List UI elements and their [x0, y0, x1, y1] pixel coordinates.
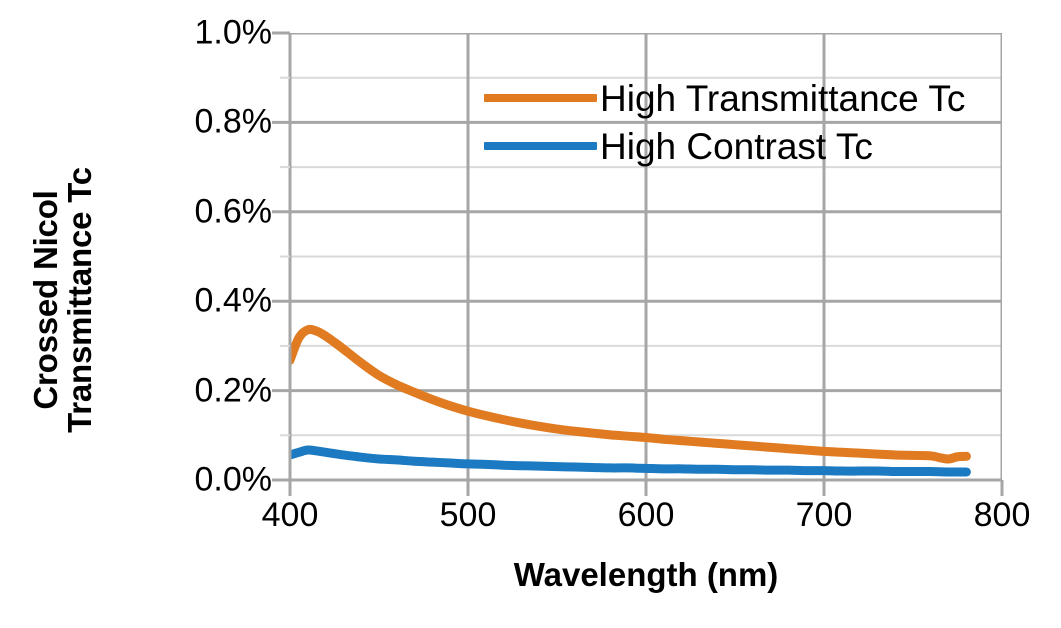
x-axis-tick-label: 400 — [261, 496, 319, 534]
y-axis-tick-label: 0.8% — [194, 102, 273, 141]
plot-area — [290, 33, 1002, 480]
x-axis-tick-label: 700 — [795, 496, 853, 534]
legend-item-high-contrast[interactable]: High Contrast Tc — [484, 122, 964, 170]
y-axis-tick-label: 0.2% — [194, 371, 273, 410]
y-axis-title-line-2: Transmittance Tc — [61, 167, 98, 433]
x-axis-tick-label: 800 — [973, 496, 1031, 534]
y-axis-title: Crossed Nicol Transmittance Tc — [15, 85, 111, 515]
y-axis-tick-label: 0.6% — [194, 192, 273, 231]
chart-legend: High Transmittance Tc High Contrast Tc — [484, 74, 966, 170]
legend-swatch-orange-line-icon — [484, 94, 597, 102]
y-axis-title-line-1: Crossed Nicol — [27, 190, 65, 410]
x-axis-tick-label: 500 — [439, 496, 497, 534]
series-lines — [290, 324, 971, 477]
y-axis-tick-label: 0.4% — [194, 281, 273, 320]
legend-label: High Transmittance Tc — [600, 77, 966, 119]
legend-item-high-transmittance[interactable]: High Transmittance Tc — [484, 74, 966, 122]
y-axis-tick-label: 1.0% — [194, 13, 273, 52]
y-axis-tick-label: 0.0% — [194, 460, 273, 499]
plot-svg — [290, 33, 1002, 480]
x-axis-tick-label: 600 — [617, 496, 675, 534]
x-axis-title: Wavelength (nm) — [513, 556, 779, 593]
legend-swatch-blue-line-icon — [484, 142, 597, 150]
legend-label: High Contrast Tc — [600, 125, 873, 167]
